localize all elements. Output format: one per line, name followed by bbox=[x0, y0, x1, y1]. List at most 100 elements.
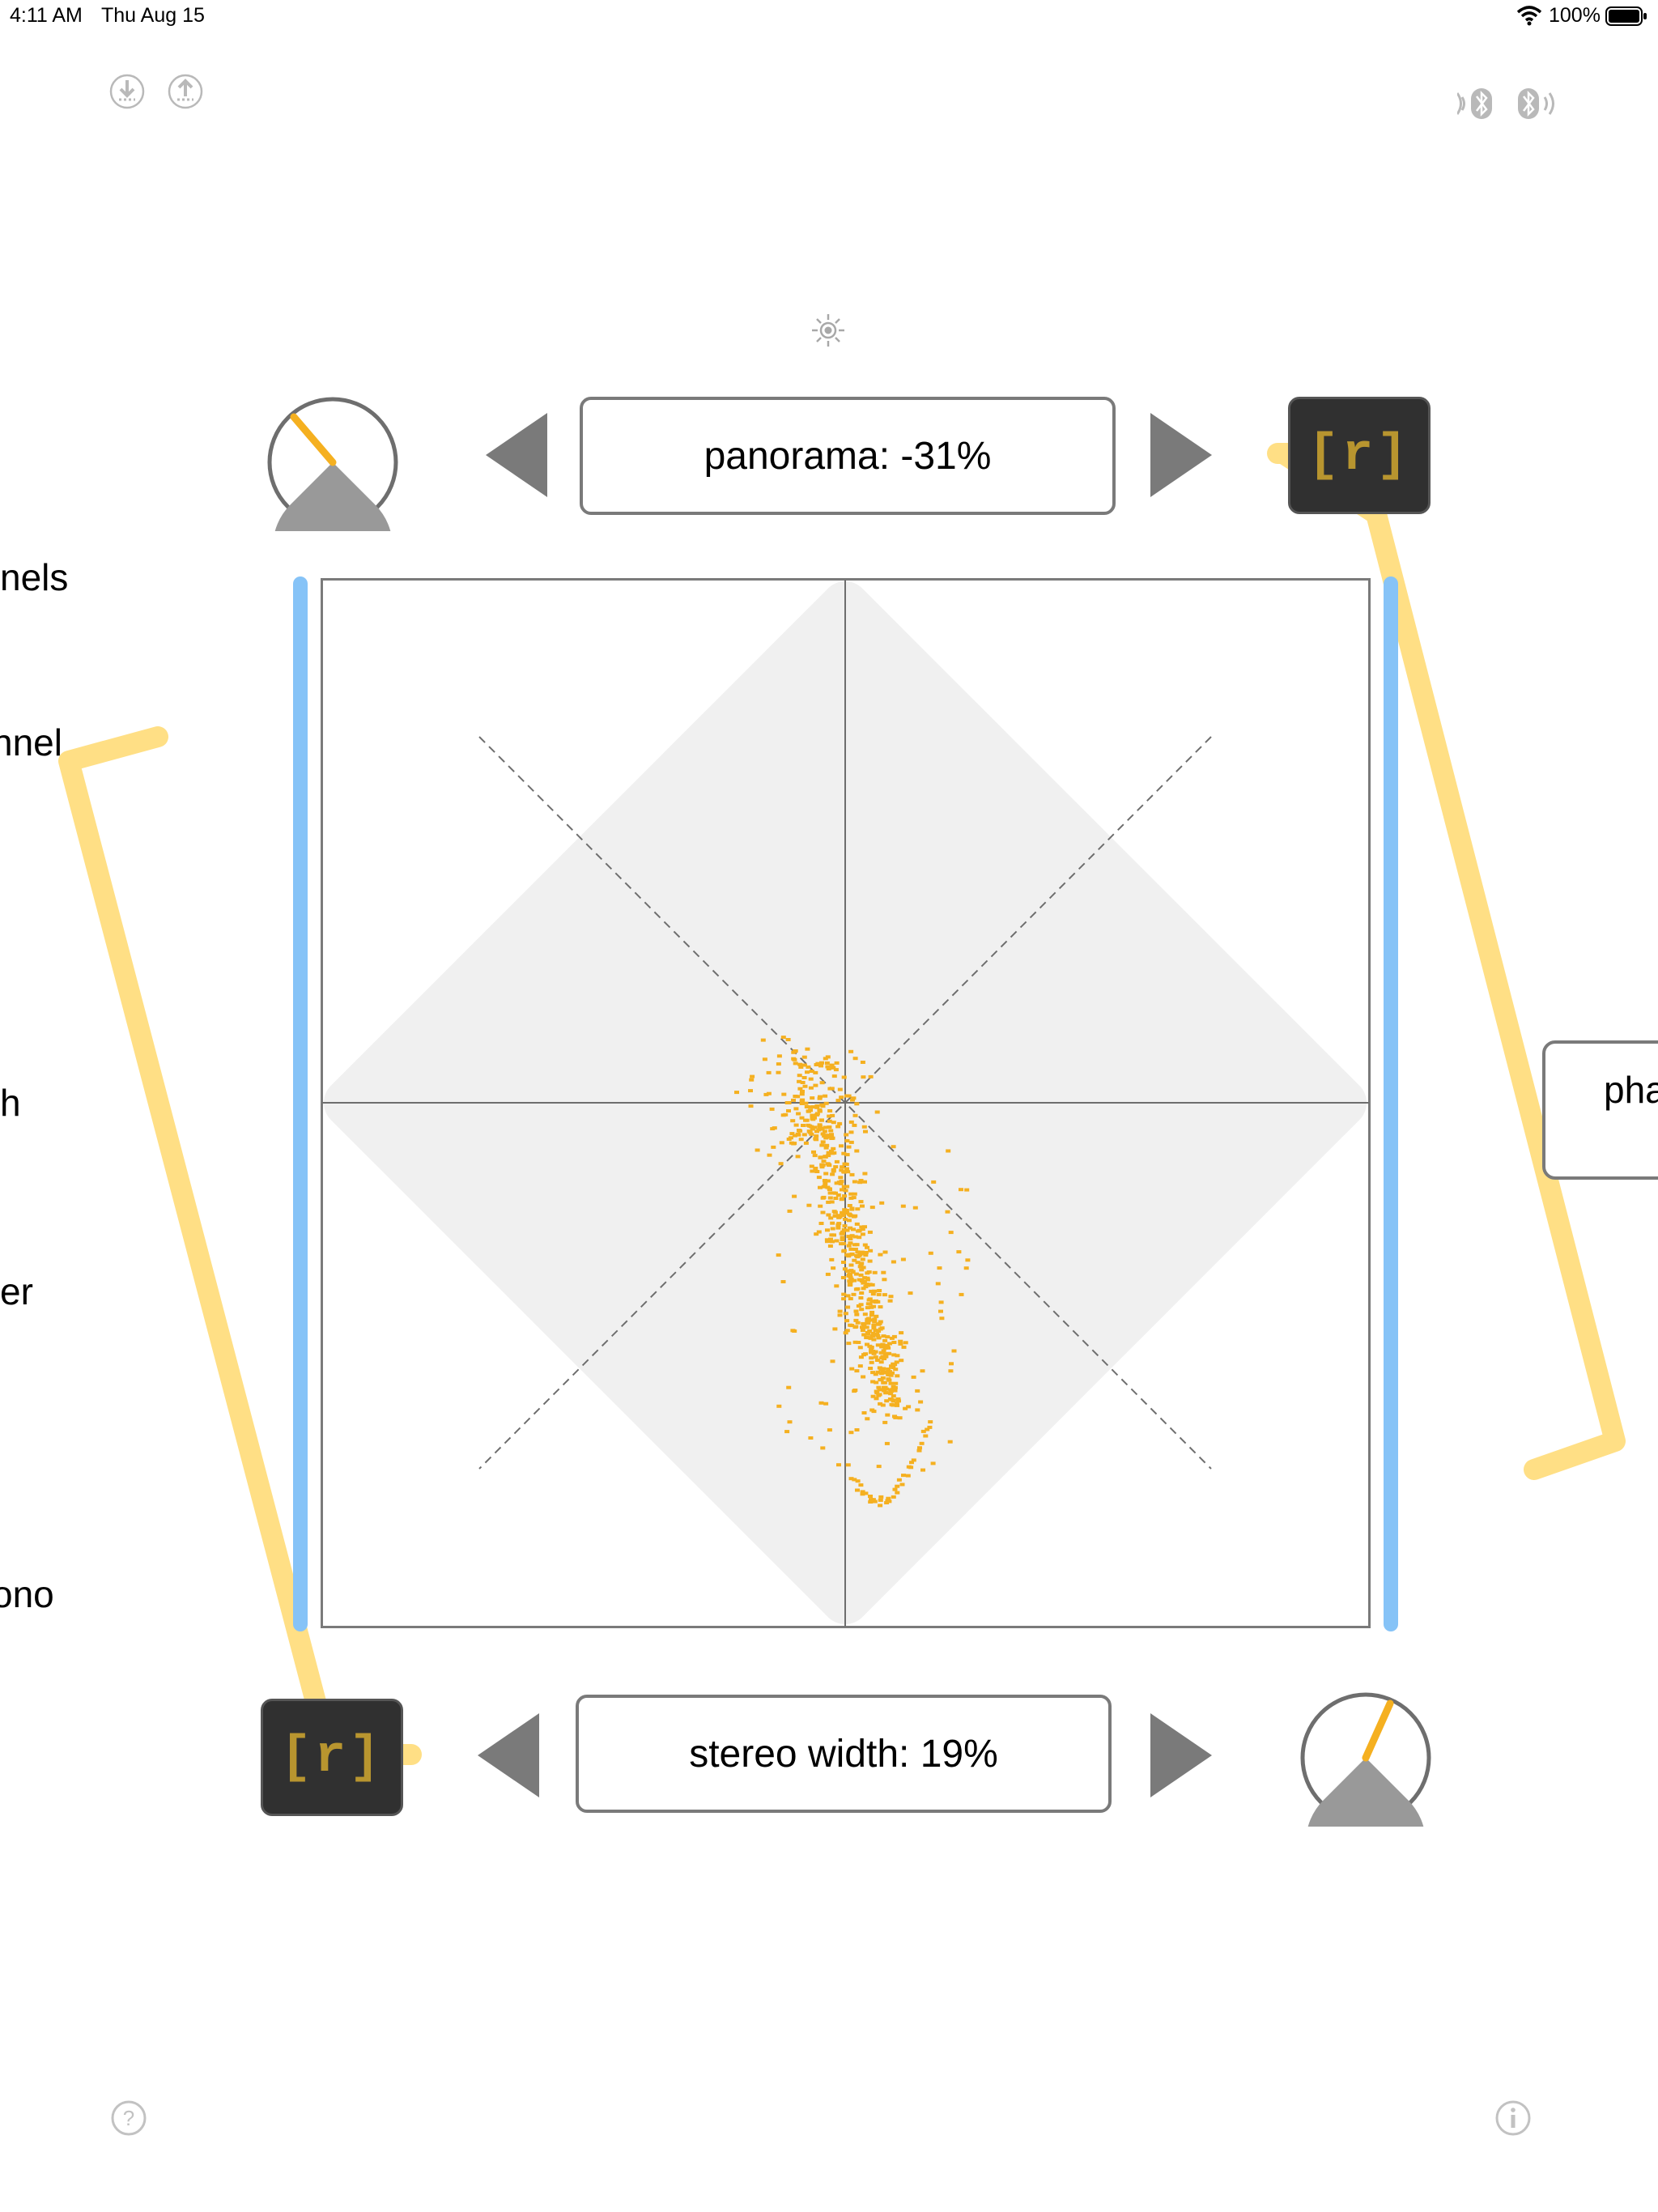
scope-sample-dot bbox=[784, 1430, 790, 1434]
scope-sample-dot bbox=[870, 1334, 875, 1338]
scope-sample-dot bbox=[861, 1375, 866, 1379]
scope-sample-dot bbox=[883, 1391, 889, 1395]
scope-sample-dot bbox=[886, 1499, 892, 1504]
stereo-width-value[interactable]: stereo width: 19% bbox=[576, 1695, 1112, 1813]
stereo-width-reset-button[interactable]: [r] bbox=[261, 1699, 403, 1816]
phase-panel[interactable]: pha bbox=[1542, 1040, 1658, 1180]
scope-sample-dot bbox=[795, 1155, 801, 1159]
scope-sample-dot bbox=[833, 1068, 839, 1072]
scope-sample-dot bbox=[873, 1372, 878, 1376]
scope-sample-dot bbox=[875, 1370, 881, 1374]
scope-sample-dot bbox=[855, 1321, 861, 1325]
scope-sample-dot bbox=[804, 1105, 810, 1108]
scope-sample-dot bbox=[820, 1446, 826, 1450]
scope-sample-dot bbox=[857, 1236, 862, 1240]
panorama-increase-button[interactable] bbox=[1147, 411, 1214, 499]
panorama-value[interactable]: panorama: -31% bbox=[580, 397, 1116, 515]
scope-sample-dot bbox=[840, 1188, 844, 1192]
scope-sample-dot bbox=[884, 1501, 890, 1504]
scope-sample-dot bbox=[873, 1355, 878, 1359]
scope-sample-dot bbox=[882, 1385, 888, 1389]
bluetooth-midi-out-icon[interactable] bbox=[1516, 86, 1556, 121]
scope-sample-dot bbox=[885, 1413, 891, 1417]
scope-sample-dot bbox=[892, 1487, 898, 1491]
scope-sample-dot bbox=[881, 1367, 886, 1371]
scope-sample-dot bbox=[876, 1385, 882, 1389]
scope-sample-dot bbox=[870, 1332, 876, 1335]
scope-sample-dot bbox=[830, 1359, 835, 1363]
scope-sample-dot bbox=[884, 1399, 890, 1403]
left-bracket bbox=[58, 726, 334, 1743]
scope-sample-dot bbox=[797, 1079, 802, 1083]
scope-sample-dot bbox=[846, 1342, 852, 1346]
scope-sample-dot bbox=[887, 1299, 893, 1303]
scope-sample-dot bbox=[861, 1075, 866, 1079]
scope-sample-dot bbox=[814, 1063, 819, 1066]
scope-sample-dot bbox=[791, 1057, 797, 1061]
scope-sample-dot bbox=[850, 1270, 856, 1274]
scope-sample-dot bbox=[818, 1095, 823, 1099]
scope-sample-dot bbox=[848, 1273, 852, 1277]
scope-sample-dot bbox=[901, 1345, 907, 1349]
scope-sample-dot bbox=[846, 1244, 852, 1248]
scope-sample-dot bbox=[852, 1258, 857, 1262]
scope-sample-dot bbox=[850, 1098, 855, 1102]
scope-sample-dot bbox=[863, 1491, 869, 1495]
scope-sample-dot bbox=[875, 1343, 881, 1347]
scope-sample-dot bbox=[851, 1292, 857, 1296]
brightness-icon[interactable] bbox=[810, 313, 846, 348]
scope-sample-dot bbox=[867, 1230, 873, 1234]
import-icon[interactable] bbox=[109, 74, 145, 109]
scope-sample-dot bbox=[769, 1107, 775, 1111]
scope-sample-dot bbox=[882, 1352, 888, 1356]
scope-sample-dot bbox=[885, 1345, 891, 1349]
scope-sample-dot bbox=[848, 1323, 853, 1327]
scope-sample-dot bbox=[878, 1498, 883, 1502]
scope-sample-dot bbox=[803, 1118, 808, 1122]
scope-sample-dot bbox=[869, 1360, 874, 1364]
stereo-width-increase-button[interactable] bbox=[1147, 1712, 1214, 1799]
stereo-width-label: stereo width: 19% bbox=[689, 1732, 998, 1776]
scope-sample-dot bbox=[882, 1357, 887, 1360]
scope-sample-dot bbox=[853, 1272, 859, 1276]
scope-sample-dot bbox=[842, 1267, 848, 1271]
panorama-reset-button[interactable]: [r] bbox=[1288, 397, 1431, 514]
export-icon[interactable] bbox=[168, 74, 203, 109]
scope-sample-dot bbox=[785, 1038, 791, 1041]
scope-sample-dot bbox=[852, 1278, 857, 1283]
info-icon[interactable] bbox=[1494, 2099, 1532, 2137]
scope-sample-dot bbox=[839, 1144, 844, 1148]
scope-sample-dot bbox=[865, 1245, 869, 1249]
stereo-width-knob[interactable] bbox=[1297, 1689, 1435, 1827]
scope-sample-dot bbox=[814, 1134, 819, 1138]
scope-sample-dot bbox=[854, 1369, 860, 1373]
stereo-width-decrease-button[interactable] bbox=[476, 1712, 542, 1799]
scope-sample-dot bbox=[825, 1228, 830, 1232]
scope-sample-dot bbox=[848, 1237, 853, 1240]
panorama-knob[interactable] bbox=[264, 393, 402, 531]
scope-sample-dot bbox=[839, 1095, 844, 1100]
scope-sample-dot bbox=[853, 1309, 859, 1313]
scope-sample-dot bbox=[809, 1132, 814, 1136]
bluetooth-midi-in-icon[interactable] bbox=[1457, 86, 1498, 121]
panorama-decrease-button[interactable] bbox=[484, 411, 551, 499]
battery-icon bbox=[1605, 6, 1647, 27]
scope-sample-dot bbox=[860, 1325, 865, 1329]
scope-sample-dot bbox=[830, 1221, 835, 1225]
scope-sample-dot bbox=[840, 1210, 845, 1214]
scope-sample-dot bbox=[806, 1123, 811, 1127]
scope-sample-dot bbox=[827, 1191, 833, 1195]
scope-sample-dot bbox=[854, 1102, 860, 1106]
scope-sample-dot bbox=[818, 1401, 824, 1405]
scope-sample-dot bbox=[748, 1089, 753, 1093]
scope-sample-dot bbox=[822, 1129, 827, 1134]
scope-sample-dot bbox=[810, 1169, 815, 1173]
help-icon[interactable]: ? bbox=[110, 2099, 147, 2137]
scope-sample-dot bbox=[843, 1331, 848, 1335]
scope-sample-dot bbox=[796, 1112, 801, 1116]
scope-sample-dot bbox=[835, 1226, 841, 1230]
scope-sample-dot bbox=[833, 1197, 839, 1200]
scope-sample-dot bbox=[819, 1163, 825, 1167]
scope-sample-dot bbox=[964, 1188, 970, 1192]
scope-sample-dot bbox=[856, 1229, 861, 1233]
